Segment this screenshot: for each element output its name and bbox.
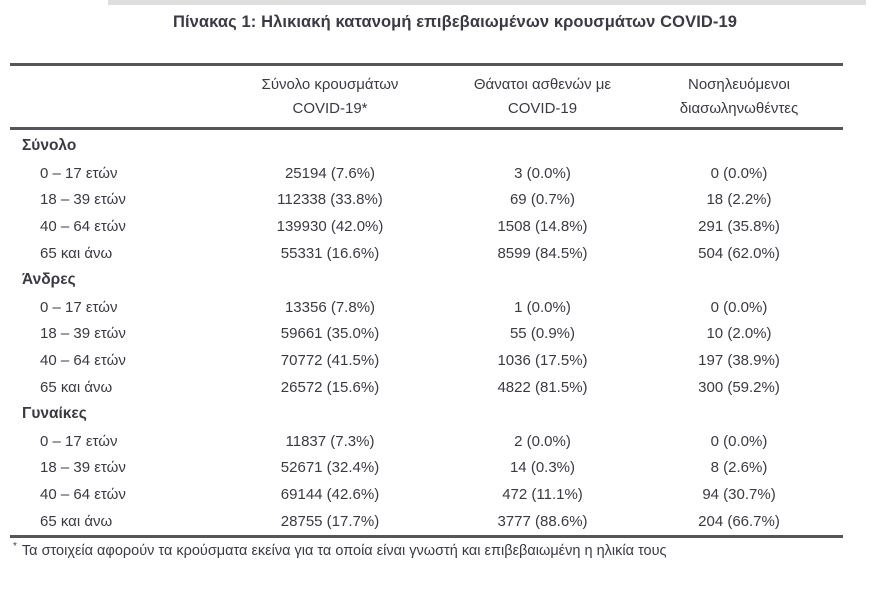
age-group-label: 40 – 64 ετών: [40, 352, 126, 370]
table-row: 0 – 17 ετών 11837 (7.3%) 2 (0.0%) 0 (0.0…: [10, 428, 843, 455]
intubated-value: 0 (0.0%): [710, 298, 768, 316]
intubated-value: 18 (2.2%): [706, 191, 772, 209]
table-body: Σύνολο 0 – 17 ετών 25194 (7.6%) 3 (0.0%)…: [10, 130, 843, 538]
age-group-label: 18 – 39 ετών: [40, 191, 126, 209]
cases-value: 139930 (42.0%): [276, 218, 384, 236]
table-row: 40 – 64 ετών 69144 (42.6%) 472 (11.1%) 9…: [10, 481, 843, 508]
deaths-value: 8599 (84.5%): [497, 245, 588, 263]
intubated-value: 291 (35.8%): [698, 218, 780, 236]
intubated-value: 0 (0.0%): [710, 432, 768, 450]
section-label-women: Γυναίκες: [22, 405, 87, 423]
age-group-label: 65 και άνω: [40, 513, 113, 531]
intubated-value: 300 (59.2%): [698, 379, 780, 397]
column-header-total-cases: Σύνολο κρουσμάτων COVID-19*: [210, 73, 450, 121]
cases-value: 11837 (7.3%): [285, 432, 375, 450]
cases-value: 70772 (41.5%): [280, 352, 380, 370]
column-header-deaths: Θάνατοι ασθενών με COVID-19: [450, 73, 635, 121]
deaths-value: 2 (0.0%): [514, 432, 571, 450]
column-header-total-cases-line2: COVID-19*: [292, 100, 368, 117]
column-header-deaths-line1: Θάνατοι ασθενών με: [473, 76, 612, 93]
cases-value: 59661 (35.0%): [280, 325, 380, 343]
cases-value: 26572 (15.6%): [280, 379, 380, 397]
age-group-label: 18 – 39 ετών: [40, 459, 126, 477]
intubated-value: 10 (2.0%): [706, 325, 772, 343]
cases-value: 52671 (32.4%): [280, 459, 380, 477]
table-row: 0 – 17 ετών 25194 (7.6%) 3 (0.0%) 0 (0.0…: [10, 160, 843, 187]
age-group-label: 65 και άνω: [40, 245, 113, 263]
table-row: 40 – 64 ετών 70772 (41.5%) 1036 (17.5%) …: [10, 347, 843, 374]
column-header-intubated-line1: Νοσηλευόμενοι: [687, 76, 790, 93]
age-group-label: 0 – 17 ετών: [40, 164, 118, 182]
intubated-value: 204 (66.7%): [698, 513, 780, 531]
covid-age-distribution-table: Σύνολο κρουσμάτων COVID-19* Θάνατοι ασθε…: [10, 63, 843, 538]
table-footnote: * Τα στοιχεία αφορούν τα κρούσματα εκείνα…: [13, 537, 853, 561]
column-header-total-cases-line1: Σύνολο κρουσμάτων: [261, 76, 399, 93]
table-title: Πίνακας 1: Ηλικιακή κατανομή επιβεβαιωμέ…: [172, 13, 738, 31]
cases-value: 69144 (42.6%): [280, 486, 380, 504]
deaths-value: 69 (0.7%): [509, 191, 576, 209]
age-group-label: 0 – 17 ετών: [40, 298, 118, 316]
column-header-empty: [10, 73, 210, 121]
table-row: 18 – 39 ετών 52671 (32.4%) 14 (0.3%) 8 (…: [10, 455, 843, 482]
deaths-value: 3 (0.0%): [514, 164, 571, 182]
table-row: 65 και άνω 28755 (17.7%) 3777 (88.6%) 20…: [10, 508, 843, 535]
table-row: 18 – 39 ετών 112338 (33.8%) 69 (0.7%) 18…: [10, 187, 843, 214]
deaths-value: 3777 (88.6%): [497, 513, 588, 531]
age-group-label: 65 και άνω: [40, 379, 113, 397]
deaths-value: 55 (0.9%): [509, 325, 576, 343]
table-row: 18 – 39 ετών 59661 (35.0%) 55 (0.9%) 10 …: [10, 321, 843, 348]
age-group-label: 40 – 64 ετών: [40, 486, 126, 504]
cases-value: 13356 (7.8%): [284, 298, 376, 316]
footnote-text: Τα στοιχεία αφορούν τα κρούσματα εκείνα …: [21, 542, 667, 559]
table-row: 65 και άνω 26572 (15.6%) 4822 (81.5%) 30…: [10, 374, 843, 401]
deaths-value: 1036 (17.5%): [497, 352, 588, 370]
intubated-value: 8 (2.6%): [710, 459, 768, 477]
age-group-label: 18 – 39 ετών: [40, 325, 126, 343]
cases-value: 28755 (17.7%): [280, 513, 380, 531]
age-group-label: 40 – 64 ετών: [40, 218, 126, 236]
cases-value: 25194 (7.6%): [284, 164, 376, 182]
section-label-men: Άνδρες: [22, 271, 76, 289]
deaths-value: 472 (11.1%): [502, 486, 583, 504]
deaths-value: 1 (0.0%): [514, 298, 571, 316]
cases-value: 112338 (33.8%): [277, 191, 383, 209]
cases-value: 55331 (16.6%): [280, 245, 380, 263]
intubated-value: 94 (30.7%): [702, 486, 776, 504]
column-header-intubated: Νοσηλευόμενοι διασωληνωθέντες: [635, 73, 843, 121]
column-header-intubated-line2: διασωληνωθέντες: [679, 100, 799, 117]
age-group-label: 0 – 17 ετών: [40, 432, 118, 450]
intubated-value: 0 (0.0%): [710, 164, 768, 182]
footnote-asterisk: *: [13, 541, 17, 552]
top-edge-strip: [108, 0, 866, 5]
intubated-value: 197 (38.9%): [698, 352, 780, 370]
deaths-value: 14 (0.3%): [509, 459, 576, 477]
table-row: 0 – 17 ετών 13356 (7.8%) 1 (0.0%) 0 (0.0…: [10, 294, 843, 321]
deaths-value: 1508 (14.8%): [497, 218, 588, 236]
table-header-row: Σύνολο κρουσμάτων COVID-19* Θάνατοι ασθε…: [10, 63, 843, 130]
column-header-deaths-line2: COVID-19: [507, 100, 578, 117]
table-row: 65 και άνω 55331 (16.6%) 8599 (84.5%) 50…: [10, 240, 843, 267]
section-label-total: Σύνολο: [22, 137, 77, 155]
table-row: 40 – 64 ετών 139930 (42.0%) 1508 (14.8%)…: [10, 213, 843, 240]
deaths-value: 4822 (81.5%): [497, 379, 588, 397]
intubated-value: 504 (62.0%): [698, 245, 780, 263]
